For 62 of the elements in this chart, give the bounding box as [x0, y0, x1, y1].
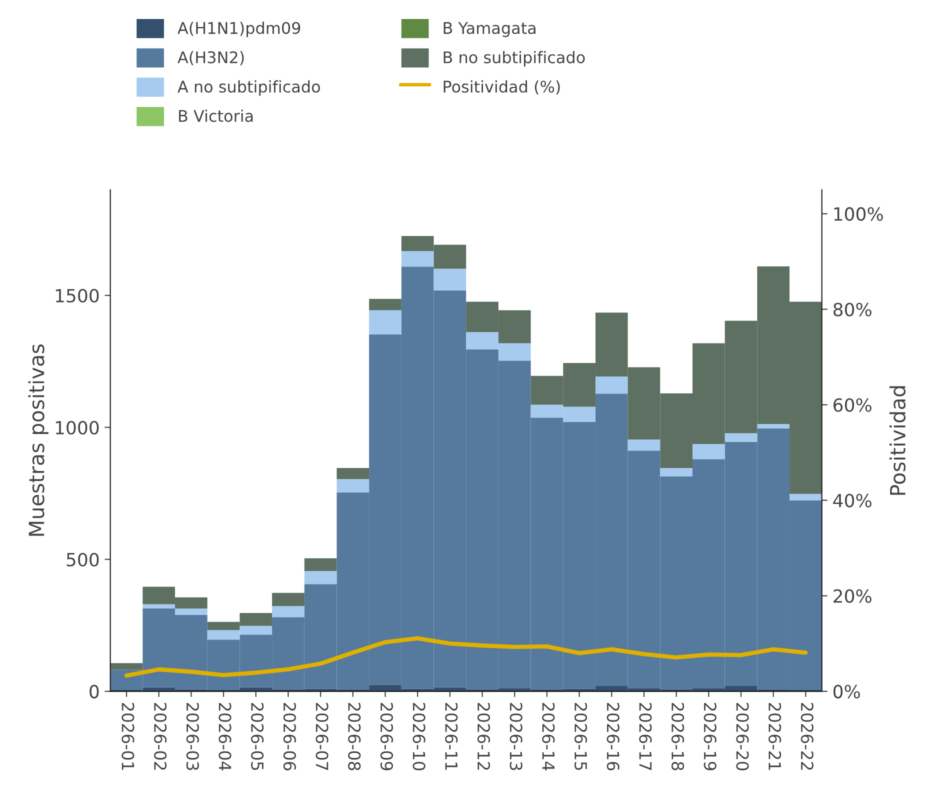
y2-tick-label: 0% [833, 684, 860, 698]
bar [369, 298, 402, 310]
x-tick-label: 2026-11 [445, 702, 458, 770]
x-tick-label: 2026-14 [542, 702, 555, 770]
bar [757, 424, 790, 428]
bar [401, 251, 434, 267]
y2-tick-label: 80% [834, 302, 872, 316]
y-axis-title: Muestras positivas [28, 344, 48, 536]
y-tick-label: 1000 [56, 420, 99, 435]
legend-label: B Victoria [179, 110, 253, 122]
bar [336, 468, 370, 480]
x-tick-label: 2026-05 [251, 702, 264, 770]
legend-label: B no subtipificado [444, 50, 585, 66]
x-tick-label: 2026-17 [639, 702, 652, 770]
x-tick-label: 2026-01 [122, 702, 134, 770]
x-tick-label: 2026-06 [283, 702, 296, 770]
bar [790, 494, 822, 500]
bar [595, 376, 628, 394]
x-tick-label: 2026-15 [574, 702, 588, 770]
x-tick-label: 2026-19 [704, 702, 716, 770]
x-tick-label: 2026-03 [186, 702, 199, 770]
x-tick-label: 2026-18 [671, 702, 684, 770]
y2-tick-label: 40% [833, 494, 872, 508]
x-tick-label: 2026-21 [768, 702, 782, 770]
y2-tick-label: 60% [834, 398, 872, 412]
legend-label: A no subtipificado [178, 80, 320, 96]
legend-label: Positividad (%) [444, 80, 560, 95]
legend-label: B Yamagata [444, 22, 536, 38]
x-tick-label: 2026-13 [510, 702, 522, 770]
y-tick-label: 500 [66, 552, 99, 566]
bar [304, 570, 337, 584]
x-tick-label: 2026-16 [606, 702, 620, 770]
y2-tick-label: 20% [834, 589, 872, 603]
bar [142, 604, 176, 608]
bar [369, 310, 402, 334]
bar [434, 268, 466, 290]
x-tick-label: 2026-04 [218, 702, 232, 770]
x-tick-label: 2026-12 [477, 702, 490, 770]
bar [724, 433, 758, 442]
legend-label: A(H3N2) [178, 51, 244, 66]
bar [628, 440, 660, 451]
x-tick-label: 2026-02 [154, 702, 167, 770]
bar [272, 606, 304, 618]
y-tick-label: 0 [90, 684, 99, 698]
bar [272, 592, 304, 606]
bar [175, 608, 208, 616]
x-tick-label: 2026-07 [316, 702, 328, 770]
legend-label: A(H1N1)pdm09 [178, 22, 300, 38]
x-tick-label: 2026-09 [380, 702, 394, 770]
y2-tick-label: 100% [834, 207, 883, 221]
bar [336, 479, 370, 492]
bar [304, 558, 337, 571]
x-tick-label: 2026-10 [412, 702, 426, 770]
bar [692, 444, 725, 460]
bar [110, 663, 143, 670]
x-tick-label: 2026-08 [348, 702, 361, 770]
line-series [124, 636, 808, 678]
y2-axis-title: Positividad [889, 386, 906, 495]
x-tick-label: 2026-20 [736, 702, 749, 770]
y-tick-label: 1500 [56, 288, 99, 303]
bar [660, 468, 692, 476]
x-tick-label: 2026-22 [800, 702, 814, 770]
